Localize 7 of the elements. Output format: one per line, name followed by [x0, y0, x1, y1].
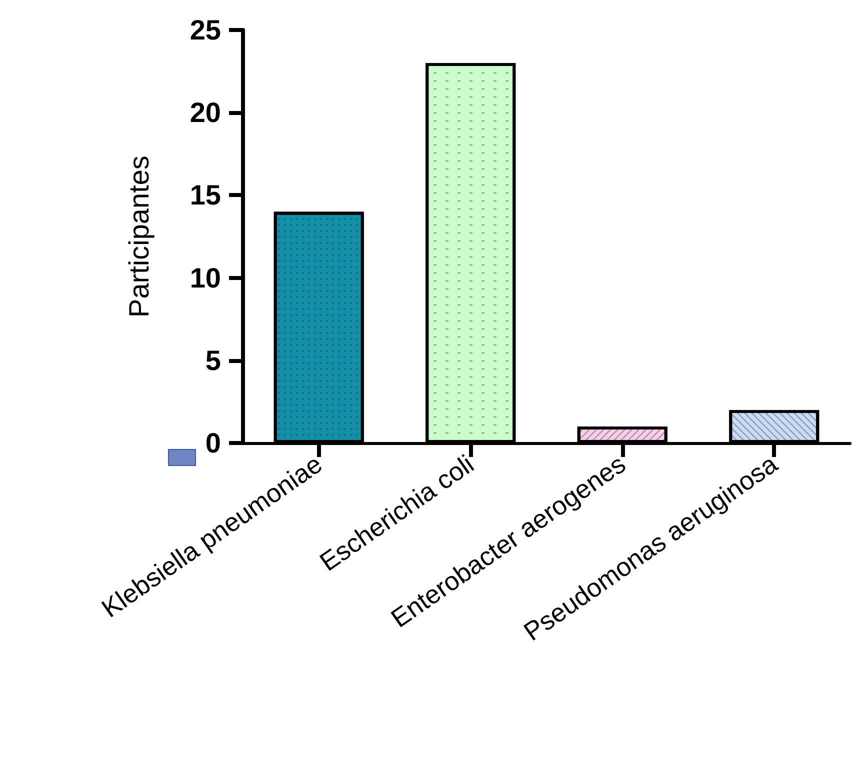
- y-axis-title: Participantes: [124, 156, 154, 318]
- y-tick-label: 15: [190, 180, 221, 211]
- y-tick-label: 20: [190, 97, 221, 128]
- y-tick-label: 10: [190, 262, 221, 294]
- y-tick-label: 25: [190, 14, 221, 46]
- y-tick-label: 5: [205, 344, 221, 376]
- y-tick-label: 0: [205, 428, 221, 458]
